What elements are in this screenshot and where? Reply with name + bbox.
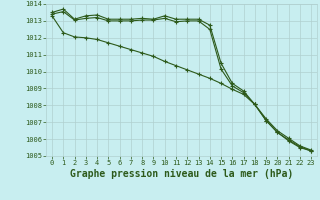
X-axis label: Graphe pression niveau de la mer (hPa): Graphe pression niveau de la mer (hPa) <box>70 169 293 179</box>
